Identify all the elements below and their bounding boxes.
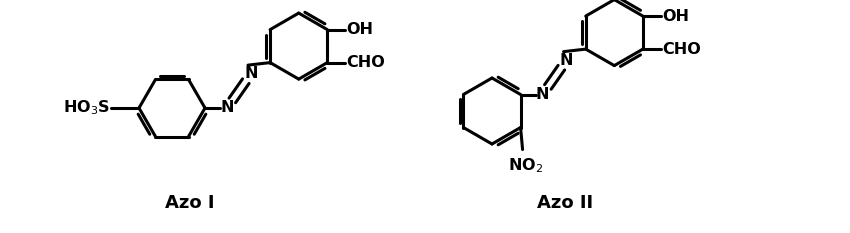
Text: OH: OH xyxy=(346,22,373,37)
Text: N: N xyxy=(560,53,574,68)
Text: N: N xyxy=(244,66,258,81)
Text: NO$_2$: NO$_2$ xyxy=(508,156,543,175)
Text: CHO: CHO xyxy=(346,55,385,70)
Text: CHO: CHO xyxy=(662,42,700,57)
Text: N: N xyxy=(536,87,549,102)
Text: Azo II: Azo II xyxy=(537,194,593,212)
Text: N: N xyxy=(220,100,234,116)
Text: OH: OH xyxy=(662,9,688,24)
Text: Azo I: Azo I xyxy=(165,194,215,212)
Text: HO$_3$S: HO$_3$S xyxy=(63,99,110,117)
